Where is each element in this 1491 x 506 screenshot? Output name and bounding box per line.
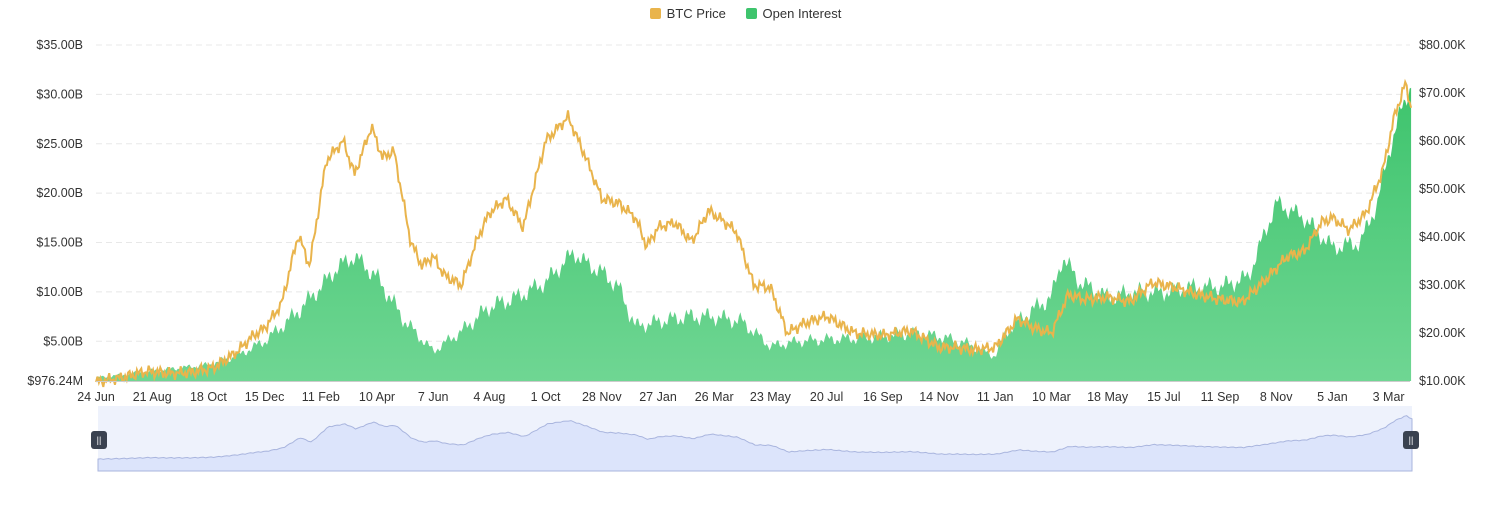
legend-swatch-open-interest — [745, 8, 757, 19]
navigator-left-handle[interactable]: || — [91, 431, 107, 449]
left-axis-tick-label: $5.00B — [43, 334, 83, 348]
x-axis-tick-label: 8 Nov — [1260, 390, 1293, 404]
left-axis-tick-label: $976.24M — [27, 374, 83, 388]
right-axis-tick-label: $30.00K — [1419, 278, 1466, 292]
x-axis-tick-label: 24 Jun — [77, 390, 115, 404]
legend-label-open-interest: Open Interest — [762, 6, 842, 21]
x-axis-tick-label: 5 Jan — [1317, 390, 1348, 404]
right-axis-tick-label: $40.00K — [1419, 230, 1466, 244]
left-axis: $976.24M $5.00B $10.00B $15.00B $20.00B $25.0… — [27, 38, 83, 388]
navigator-series — [97, 415, 1413, 472]
left-axis-tick-label: $15.00B — [36, 236, 83, 250]
x-axis-tick-label: 1 Oct — [531, 390, 561, 404]
right-axis-tick-label: $70.00K — [1419, 86, 1466, 100]
x-axis-tick-label: 23 May — [750, 390, 792, 404]
x-axis-tick-label: 21 Aug — [133, 390, 172, 404]
open-interest-area — [96, 87, 1412, 381]
left-axis-tick-label: $25.00B — [36, 137, 83, 151]
left-axis-tick-label: $20.00B — [36, 186, 83, 200]
x-axis-tick-label: 3 Mar — [1373, 390, 1405, 404]
legend-item-open-interest[interactable]: Open Interest — [745, 6, 842, 21]
right-axis: $10.00K $20.00K $30.00K $40.00K $50.00K $60.0… — [1419, 38, 1466, 388]
legend-label-btc-price: BTC Price — [666, 6, 726, 21]
open-interest-series — [96, 87, 1412, 381]
x-axis-tick-label: 18 May — [1087, 390, 1129, 404]
right-axis-tick-label: $20.00K — [1419, 326, 1466, 340]
legend-item-btc-price[interactable]: BTC Price — [649, 6, 726, 21]
x-axis-tick-label: 11 Jan — [977, 390, 1014, 404]
left-axis-tick-label: $30.00B — [36, 87, 83, 101]
left-axis-tick-label: $35.00B — [36, 38, 83, 52]
x-axis-tick-label: 7 Jun — [418, 390, 449, 404]
btc-price-series — [95, 78, 1413, 388]
x-axis-tick-label: 28 Nov — [582, 390, 622, 404]
x-axis-tick-label: 16 Sep — [863, 390, 903, 404]
navigator-right-handle[interactable]: || — [1403, 431, 1419, 449]
x-axis-tick-label: 26 Mar — [695, 390, 734, 404]
right-axis-tick-label: $80.00K — [1419, 38, 1466, 52]
x-axis-tick-label: 10 Apr — [359, 390, 395, 404]
right-axis-tick-label: $10.00K — [1419, 374, 1466, 388]
x-axis-tick-label: 11 Feb — [302, 390, 340, 404]
x-axis-tick-label: 4 Aug — [473, 390, 505, 404]
navigator[interactable] — [97, 406, 1413, 472]
x-axis-tick-label: 20 Jul — [810, 390, 843, 404]
x-axis: 24 Jun 21 Aug 18 Oct 15 Dec 11 Feb 10 Apr 7 Ju… — [77, 381, 1410, 404]
x-axis-tick-label: 15 Dec — [245, 390, 285, 404]
left-axis-tick-label: $10.00B — [36, 285, 83, 299]
x-axis-tick-label: 11 Sep — [1201, 390, 1240, 404]
right-axis-tick-label: $60.00K — [1419, 134, 1466, 148]
right-axis-tick-label: $50.00K — [1419, 182, 1466, 196]
x-axis-tick-label: 15 Jul — [1147, 390, 1180, 404]
x-axis-tick-label: 18 Oct — [190, 390, 227, 404]
legend-swatch-btc-price — [649, 8, 661, 19]
chart-legend: BTC Price Open Interest — [0, 6, 1491, 22]
btc-price-line — [95, 78, 1413, 388]
x-axis-tick-label: 10 Mar — [1032, 390, 1071, 404]
x-axis-tick-label: 14 Nov — [919, 390, 959, 404]
x-axis-tick-label: 27 Jan — [639, 390, 677, 404]
